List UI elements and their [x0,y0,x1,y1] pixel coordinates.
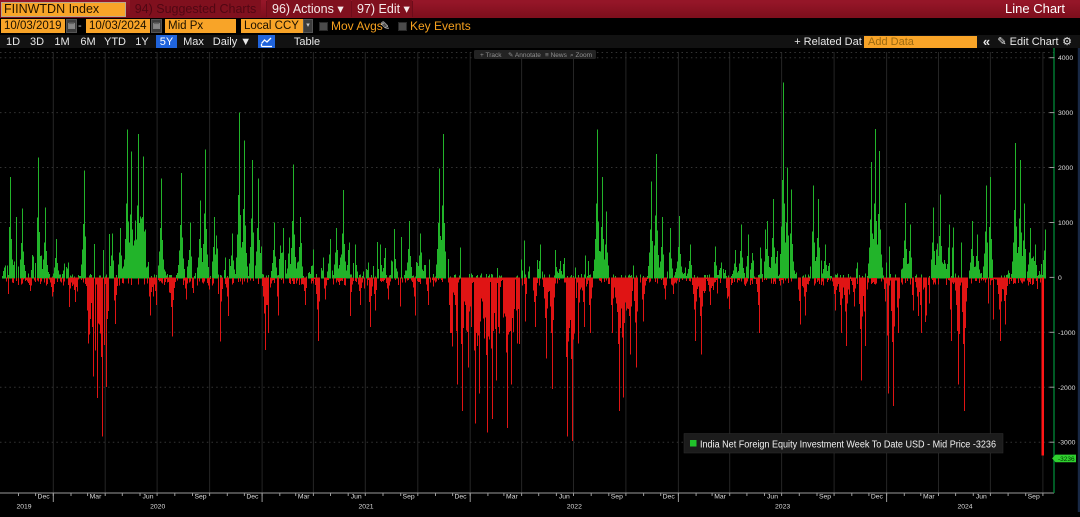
svg-text:Jun: Jun [351,494,362,501]
svg-text:Mar: Mar [298,494,310,501]
svg-text:Dec: Dec [246,494,259,501]
svg-text:Mar: Mar [90,494,102,501]
svg-text:0: 0 [1058,275,1062,282]
svg-text:1000: 1000 [1058,220,1073,227]
svg-text:Sep: Sep [819,494,831,501]
svg-text:2000: 2000 [1058,165,1073,172]
svg-text:+ Track: + Track [480,52,502,59]
svg-text:Jun: Jun [143,494,154,501]
svg-text:Sep: Sep [194,494,206,501]
svg-text:-3000: -3000 [1058,440,1076,447]
svg-text:Dec: Dec [663,494,676,501]
svg-text:Mar: Mar [923,494,935,501]
svg-text:India Net Foreign Equity Inves: India Net Foreign Equity Investment Week… [700,440,996,451]
svg-text:2024: 2024 [957,504,972,511]
svg-text:4000: 4000 [1058,55,1073,62]
svg-text:-2000: -2000 [1058,385,1076,392]
svg-text:Mar: Mar [714,494,726,501]
svg-text:Dec: Dec [38,494,51,501]
svg-text:≡ News: ≡ News [545,52,568,59]
svg-text:Dec: Dec [454,494,467,501]
svg-text:Jun: Jun [976,494,987,501]
svg-text:2022: 2022 [567,504,582,511]
svg-text:Sep: Sep [403,494,415,501]
svg-text:Dec: Dec [871,494,884,501]
svg-text:-1000: -1000 [1058,330,1076,337]
svg-text:Jun: Jun [767,494,778,501]
svg-text:⌕ Zoom: ⌕ Zoom [570,52,592,59]
svg-text:2021: 2021 [358,504,373,511]
svg-text:Sep: Sep [1028,494,1040,501]
svg-text:-3236: -3236 [1058,456,1075,463]
svg-text:2019: 2019 [16,504,31,511]
svg-text:3000: 3000 [1058,110,1073,117]
svg-text:2020: 2020 [150,504,165,511]
svg-text:Jun: Jun [559,494,570,501]
svg-text:2023: 2023 [775,504,790,511]
svg-text:Sep: Sep [611,494,623,501]
svg-text:✎ Annotate: ✎ Annotate [508,52,541,59]
svg-text:Mar: Mar [506,494,518,501]
